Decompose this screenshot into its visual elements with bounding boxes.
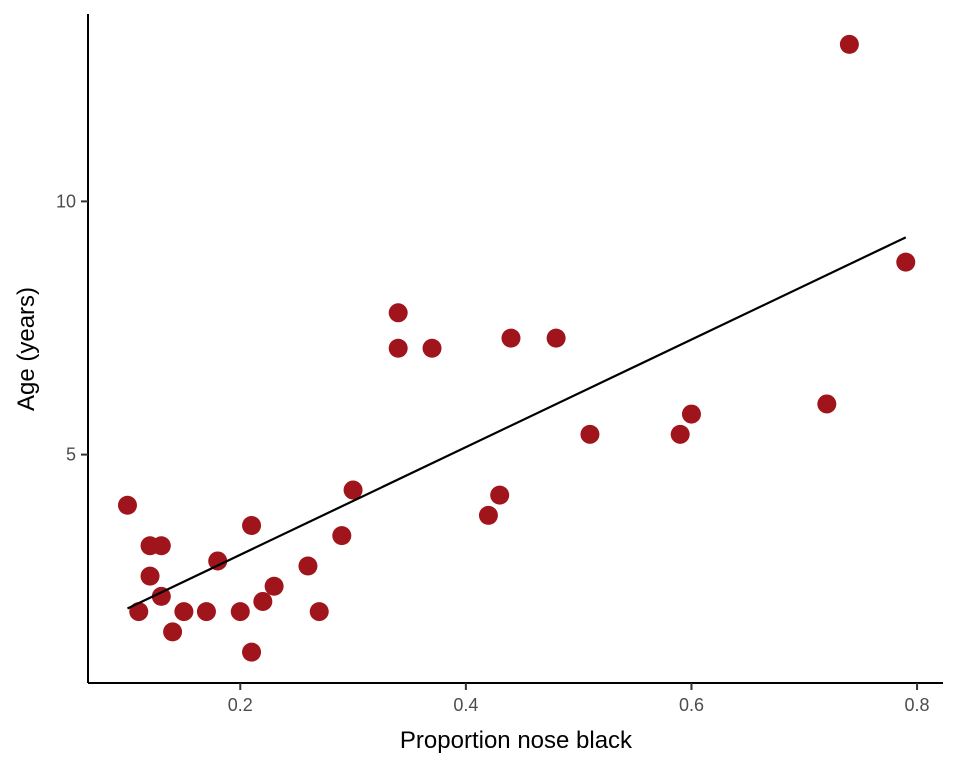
data-point — [501, 328, 521, 348]
y-tick-label: 5 — [66, 445, 76, 465]
y-axis-label: Age (years) — [13, 287, 40, 411]
data-point — [332, 526, 352, 546]
data-point — [546, 328, 566, 348]
data-point — [242, 515, 262, 535]
data-point — [388, 338, 408, 358]
x-tick-label: 0.2 — [228, 695, 253, 715]
data-point — [230, 602, 250, 622]
data-point — [242, 642, 262, 662]
data-point — [309, 602, 329, 622]
x-axis-label: Proportion nose black — [400, 727, 633, 754]
y-ticks: 5 10 — [56, 191, 88, 465]
data-point — [196, 602, 216, 622]
data-point — [264, 576, 284, 596]
data-point — [388, 303, 408, 323]
data-point — [298, 556, 318, 576]
data-point — [343, 480, 363, 500]
data-point — [670, 424, 690, 444]
x-ticks: 0.2 0.4 0.6 0.8 — [228, 683, 930, 715]
x-tick-label: 0.8 — [905, 695, 930, 715]
data-point — [896, 252, 916, 272]
data-point — [422, 338, 442, 358]
points-layer — [117, 34, 916, 662]
data-point — [839, 34, 859, 54]
data-point — [681, 404, 701, 424]
data-point — [151, 586, 171, 606]
data-point — [478, 505, 498, 525]
data-point — [817, 394, 837, 414]
x-tick-label: 0.6 — [679, 695, 704, 715]
regression-line — [127, 236, 907, 610]
data-point — [151, 536, 171, 556]
data-point — [117, 495, 137, 515]
data-point — [580, 424, 600, 444]
data-point — [490, 485, 510, 505]
data-point — [129, 602, 149, 622]
data-point — [163, 622, 183, 642]
data-point — [253, 591, 273, 611]
data-point — [174, 602, 194, 622]
data-point — [208, 551, 228, 571]
x-tick-label: 0.4 — [453, 695, 478, 715]
y-tick-label: 10 — [56, 191, 76, 211]
data-point — [140, 566, 160, 586]
